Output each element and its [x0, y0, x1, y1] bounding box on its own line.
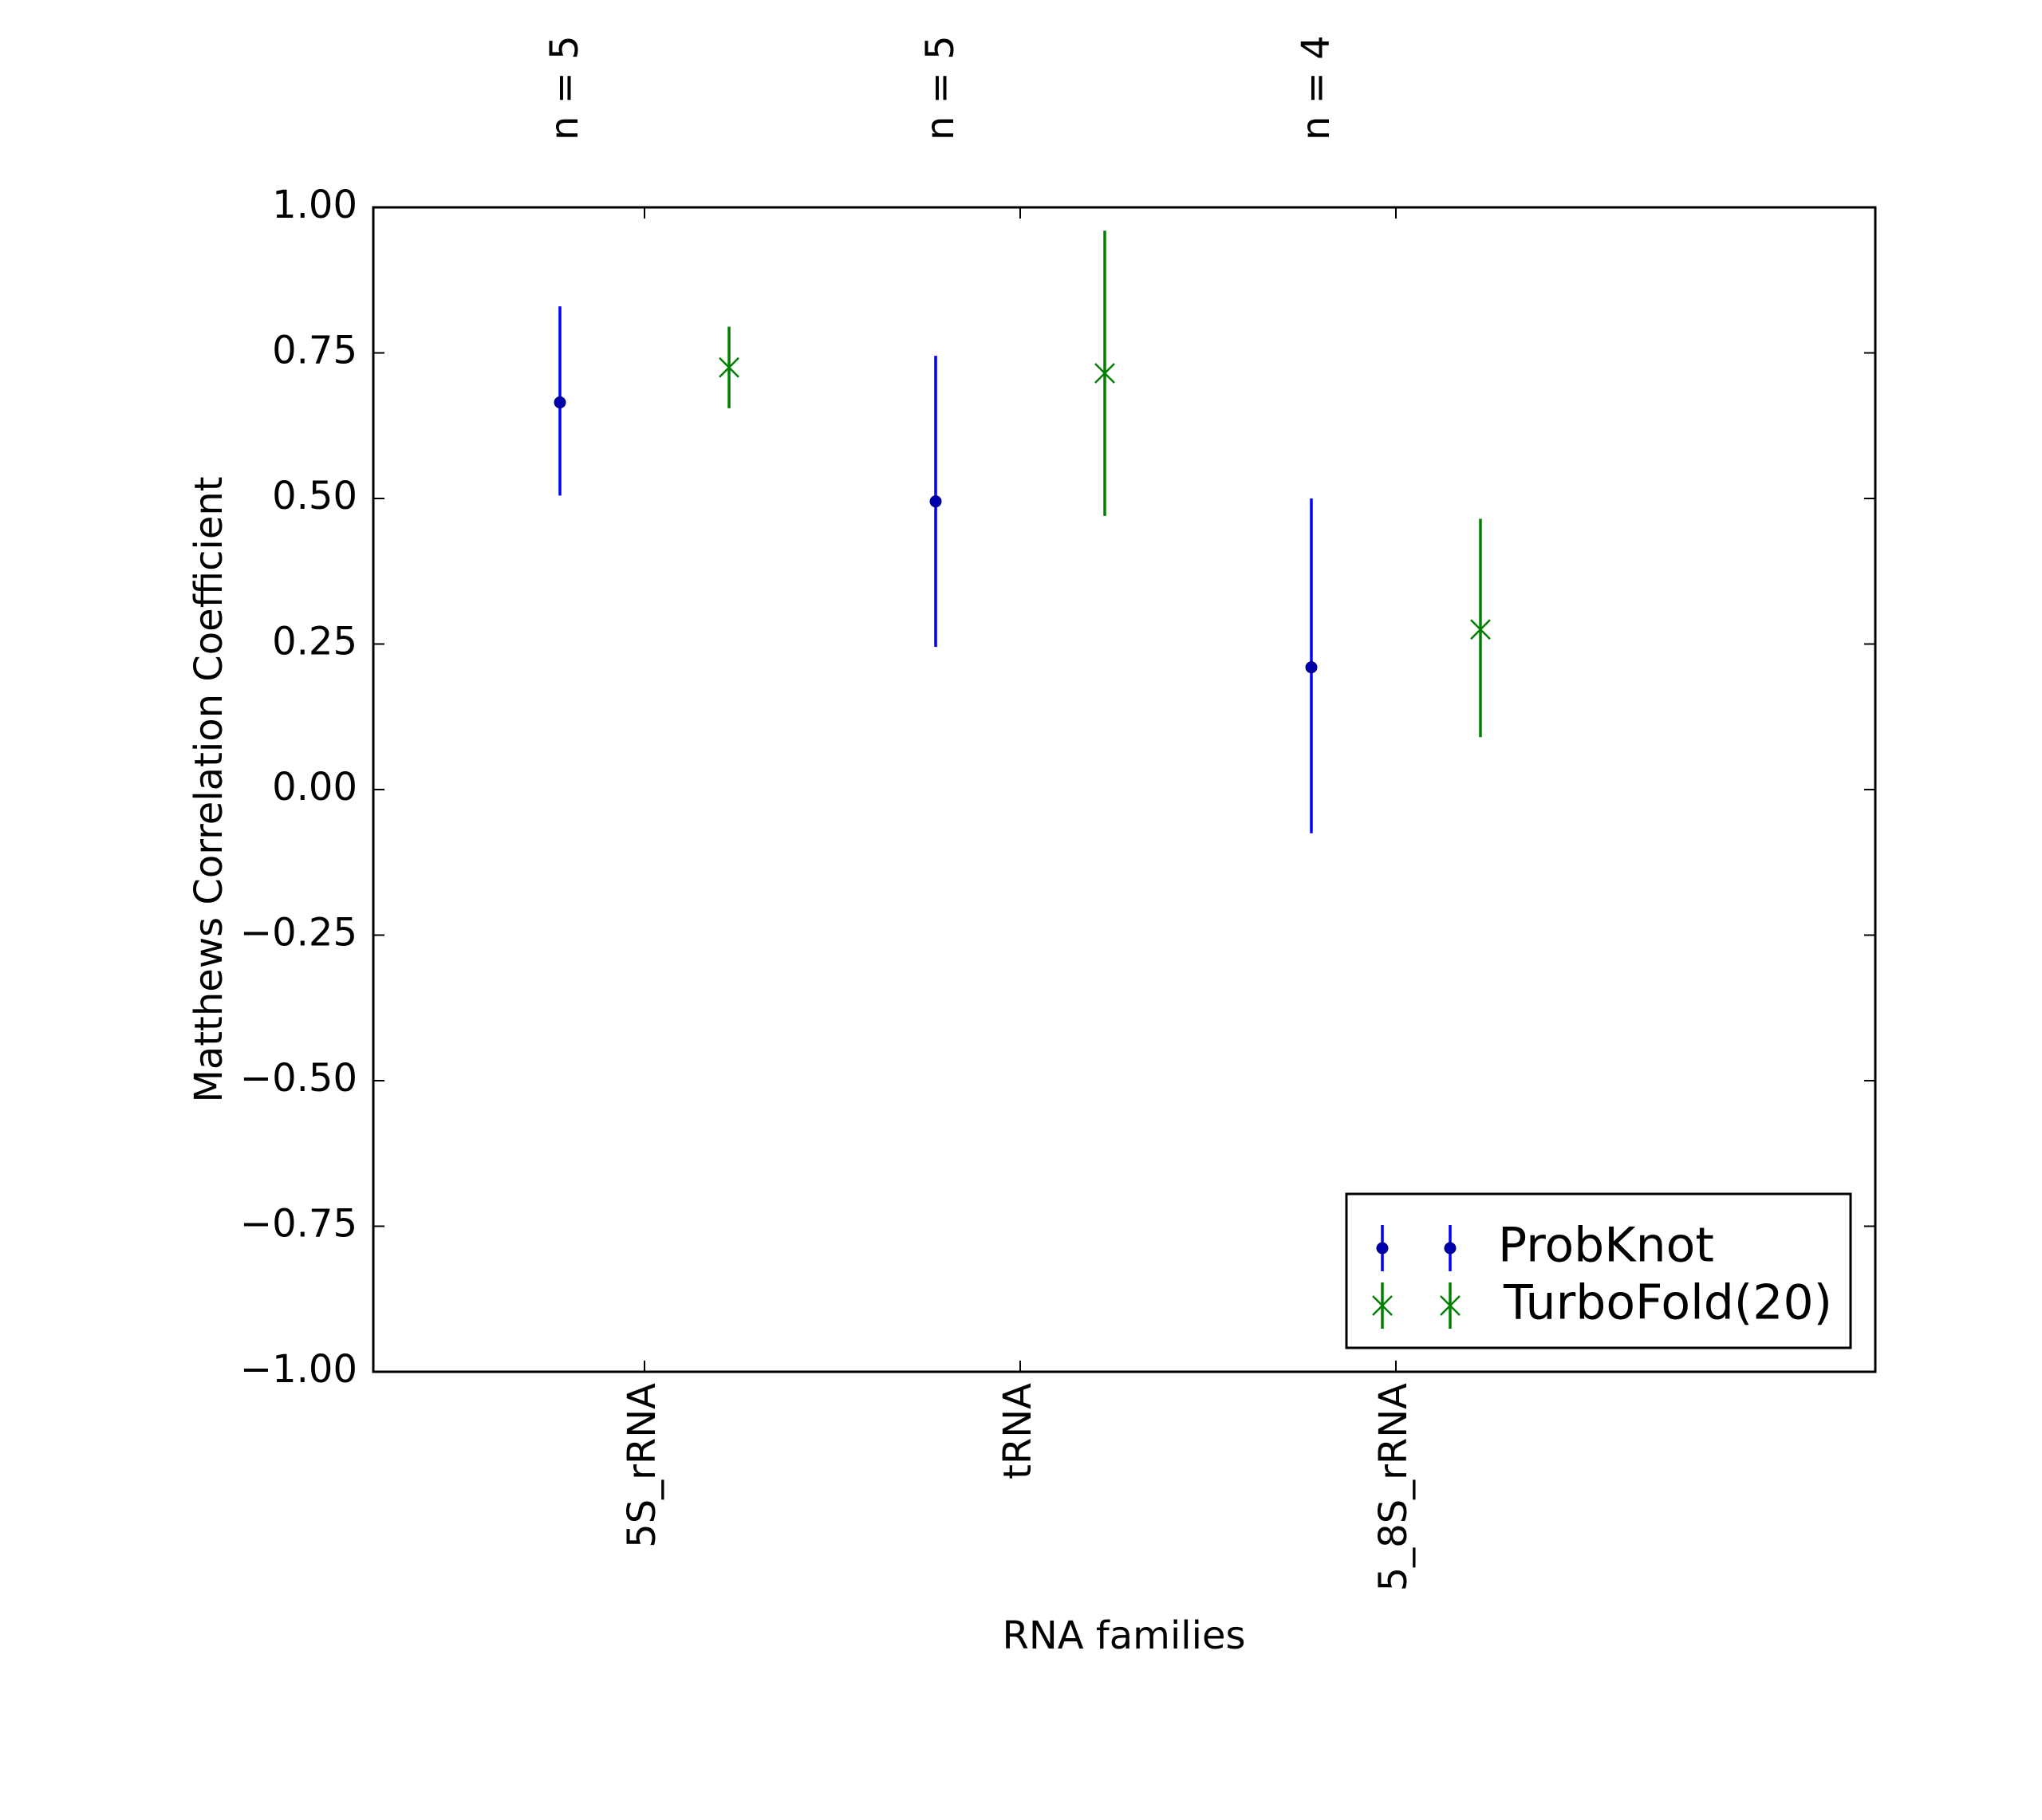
plot-area: [373, 207, 1875, 1372]
legend-marker: [1376, 1225, 1389, 1271]
y-tick-label: 0.00: [272, 765, 357, 810]
y-axis: 1.00 0.75 0.50 0.25 0.00 −0.25 −0.50 −0.75 −1.00: [240, 183, 1875, 1392]
legend: ProbKnot TurboFold(20): [1345, 1192, 1852, 1349]
errorbar-point: [929, 356, 942, 648]
y-tick-label: −0.50: [240, 1056, 357, 1101]
sample-count-label: n = 5: [918, 35, 963, 140]
y-tick-label: −0.25: [240, 911, 357, 955]
legend-marker: [1444, 1225, 1457, 1271]
errorbar-point: [1470, 518, 1491, 738]
point-marker: [554, 396, 566, 409]
y-tick-label: 0.25: [272, 620, 357, 664]
legend-markers: [1372, 1225, 1461, 1329]
x-tick-label: 5_8S_rRNA: [1371, 1383, 1416, 1592]
data-marks: [554, 230, 1491, 833]
errorbar-point: [1094, 230, 1115, 516]
x-marker-stroke: [1440, 1295, 1461, 1316]
point-marker: [1376, 1242, 1389, 1255]
x-axis-label: RNA families: [1003, 1613, 1246, 1658]
x-marker-stroke: [1470, 619, 1491, 640]
legend-label-turbofold: TurboFold(20): [1503, 1275, 1832, 1331]
x-marker-stroke: [719, 357, 739, 378]
legend-label-probknot: ProbKnot: [1498, 1218, 1714, 1274]
x-marker-stroke: [1372, 1295, 1393, 1316]
y-tick-label: 0.75: [272, 329, 357, 373]
x-marker-stroke: [1094, 363, 1115, 384]
legend-marker: [1372, 1282, 1393, 1329]
x-axis: 5S_rRNA n = 5 tRNA n = 5 5_8S_rRNA n = 4: [542, 35, 1416, 1591]
x-tick-label: tRNA: [995, 1383, 1040, 1479]
errorbar-point: [719, 326, 739, 408]
y-tick-label: −1.00: [240, 1347, 357, 1392]
legend-frame: [1345, 1192, 1852, 1349]
point-marker: [1305, 661, 1318, 674]
y-tick-label: −0.75: [240, 1202, 357, 1247]
y-axis-label: Matthews Correlation Coefficient: [187, 476, 231, 1102]
x-tick-label: 5S_rRNA: [620, 1383, 664, 1548]
point-marker: [929, 495, 942, 508]
sample-count-label: n = 5: [542, 35, 587, 140]
plot-frame: [372, 206, 1877, 1373]
errorbar-point: [554, 306, 566, 496]
errorbar-point: [1305, 498, 1318, 833]
point-marker: [1444, 1242, 1457, 1255]
sample-count-label: n = 4: [1294, 35, 1338, 140]
legend-marker: [1440, 1282, 1461, 1329]
y-tick-label: 0.50: [272, 474, 357, 518]
y-tick-label: 1.00: [272, 183, 357, 227]
